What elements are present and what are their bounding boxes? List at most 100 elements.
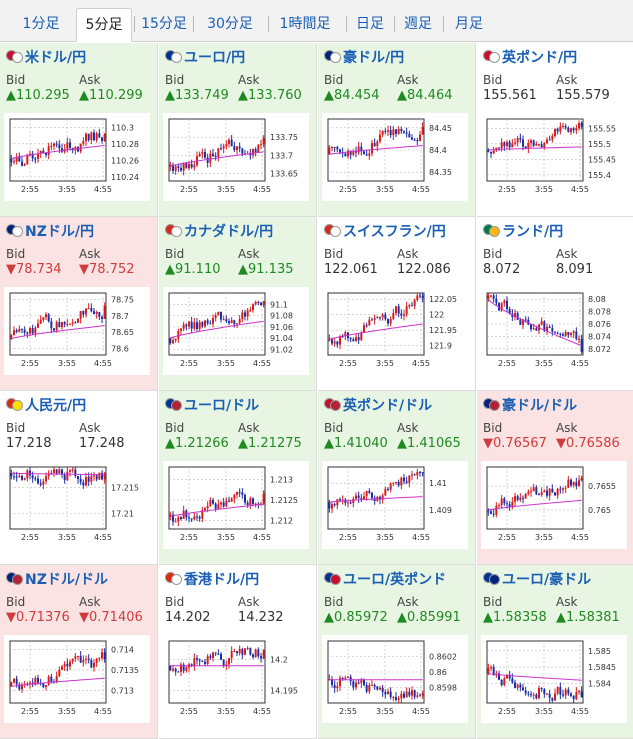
candle-body xyxy=(45,314,47,318)
candle-body xyxy=(180,664,182,672)
candle-body xyxy=(53,469,55,473)
ask-label: Ask xyxy=(79,421,101,435)
tab-4[interactable]: 30分足 xyxy=(207,16,253,32)
candle-body xyxy=(34,158,37,160)
price-chart[interactable]: 0.8602 0.86 0.8598 2:55 3:55 4:55 xyxy=(322,635,468,723)
pair-title-link[interactable]: NZドル/円 xyxy=(6,221,94,241)
pair-title-link[interactable]: 英ポンド/ドル xyxy=(324,395,432,415)
candle-body xyxy=(101,316,103,319)
x-tick-label: 4:55 xyxy=(571,185,589,194)
candle-body xyxy=(419,695,421,697)
pair-title-link[interactable]: ユーロ/円 xyxy=(165,47,245,67)
candle-body xyxy=(225,664,228,666)
candle-body xyxy=(196,322,198,329)
pair-title-link[interactable]: ランド/円 xyxy=(483,221,563,241)
candle-body xyxy=(400,477,403,486)
candle-body xyxy=(185,667,188,671)
price-chart[interactable]: 1.585 1.5845 1.584 2:55 3:55 4:55 xyxy=(481,635,627,723)
candle-body xyxy=(572,331,575,334)
candle-body xyxy=(575,691,578,700)
price-chart[interactable]: 8.08 8.078 8.076 8.074 8.072 2:55 3:55 4:55 xyxy=(481,287,627,375)
price-chart[interactable]: 91.1 91.08 91.06 91.04 91.02 2:55 3:55 4:55 xyxy=(163,287,309,375)
candle-body xyxy=(554,492,556,496)
candle-body xyxy=(95,475,98,480)
chart-plot-area xyxy=(168,118,266,182)
candle-body xyxy=(397,306,400,314)
price-chart[interactable]: 17.215 17.21 2:55 3:55 4:55 xyxy=(4,461,150,549)
ask-label: Ask xyxy=(397,421,419,435)
candle-body xyxy=(339,149,341,153)
pair-title-link[interactable]: 豪ドル/ドル xyxy=(483,395,577,415)
candle-body xyxy=(543,143,546,148)
candle-body xyxy=(193,516,196,520)
bid-label: Bid xyxy=(6,73,26,87)
price-chart[interactable]: 84.45 84.4 84.35 2:55 3:55 4:55 xyxy=(322,113,468,201)
price-chart[interactable]: 1.213 1.2125 1.212 2:55 3:55 4:55 xyxy=(163,461,309,549)
candle-body xyxy=(405,691,408,698)
candle-body xyxy=(222,146,225,149)
tab-6[interactable]: 日足 xyxy=(356,16,384,32)
candle-body xyxy=(556,687,559,694)
price-chart[interactable]: 122.05 122 121.95 121.9 2:55 3:55 4:55 xyxy=(322,287,468,375)
candle-body xyxy=(551,697,554,701)
candle-body xyxy=(530,694,532,696)
pair-title-link[interactable]: ユーロ/ドル xyxy=(165,395,259,415)
x-tick-label: 3:55 xyxy=(58,707,76,716)
candle-body xyxy=(413,474,416,476)
pair-title-link[interactable]: カナダドル/円 xyxy=(165,221,273,241)
candle-body xyxy=(254,301,257,305)
tab-1[interactable]: 1分足 xyxy=(22,16,60,32)
pair-name: 英ポンド/円 xyxy=(502,50,578,66)
candle-body xyxy=(95,311,98,315)
candle-body xyxy=(360,679,363,684)
pair-title-link[interactable]: NZドル/ドル xyxy=(6,569,108,589)
candle-body xyxy=(347,502,349,504)
pair-title-link[interactable]: 香港ドル/円 xyxy=(165,569,259,589)
candle-body xyxy=(249,310,252,312)
candle-body xyxy=(37,478,39,484)
candle-body xyxy=(10,158,13,163)
tab-3[interactable]: 15分足 xyxy=(141,16,187,32)
price-chart[interactable]: 133.75 133.7 133.65 2:55 3:55 4:55 xyxy=(163,113,309,201)
price-chart[interactable]: 0.7655 0.765 2:55 3:55 4:55 xyxy=(481,461,627,549)
tab-7[interactable]: 週足 xyxy=(404,16,432,32)
candle-body xyxy=(365,490,368,497)
pair-title-link[interactable]: ユーロ/英ポンド xyxy=(324,569,446,589)
candle-body xyxy=(241,492,244,495)
candle-body xyxy=(570,128,572,132)
pair-title-link[interactable]: 豪ドル/円 xyxy=(324,47,404,67)
candle-body xyxy=(498,673,500,680)
candle-body xyxy=(556,128,559,132)
candle-body xyxy=(397,481,400,486)
price-chart[interactable]: 1.41 1.409 2:55 3:55 4:55 xyxy=(322,461,468,549)
x-tick-label: 3:55 xyxy=(58,359,76,368)
price-chart[interactable]: 0.714 0.7135 0.713 2:55 3:55 4:55 xyxy=(4,635,150,723)
pair-title-link[interactable]: 米ドル/円 xyxy=(6,47,86,67)
price-chart[interactable]: 14.2 14.195 2:55 3:55 4:55 xyxy=(163,635,309,723)
pair-title-link[interactable]: スイスフラン/円 xyxy=(324,221,446,241)
candle-body xyxy=(174,166,177,171)
bid-label: Bid xyxy=(165,421,185,435)
candle-body xyxy=(339,677,341,687)
candle-body xyxy=(58,322,61,328)
y-tick-label: 1.5845 xyxy=(588,663,616,672)
tab-2[interactable]: 5分足 xyxy=(76,8,132,42)
tab-8[interactable]: 月足 xyxy=(455,16,483,32)
x-tick-label: 4:55 xyxy=(253,533,271,542)
candle-body xyxy=(254,649,257,658)
candle-body xyxy=(416,140,419,142)
candle-body xyxy=(506,503,508,505)
pair-title-link[interactable]: 英ポンド/円 xyxy=(483,47,577,67)
price-chart[interactable]: 110.3 110.28 110.26 110.24 2:55 3:55 4:55 xyxy=(4,113,150,201)
pair-title-link[interactable]: ユーロ/豪ドル xyxy=(483,569,591,589)
candle-body xyxy=(363,151,365,155)
candle-body xyxy=(262,493,265,504)
y-tick-label: 1.584 xyxy=(588,679,611,688)
price-chart[interactable]: 155.55 155.5 155.45 155.4 2:55 3:55 4:55 xyxy=(481,113,627,201)
price-chart[interactable]: 78.75 78.7 78.65 78.6 2:55 3:55 4:55 xyxy=(4,287,150,375)
chart-plot-area xyxy=(486,466,584,530)
pair-title-link[interactable]: 人民元/円 xyxy=(6,395,86,415)
candle-body xyxy=(209,500,212,506)
ask-label: Ask xyxy=(238,73,260,87)
tab-5[interactable]: 1時間足 xyxy=(279,16,331,32)
